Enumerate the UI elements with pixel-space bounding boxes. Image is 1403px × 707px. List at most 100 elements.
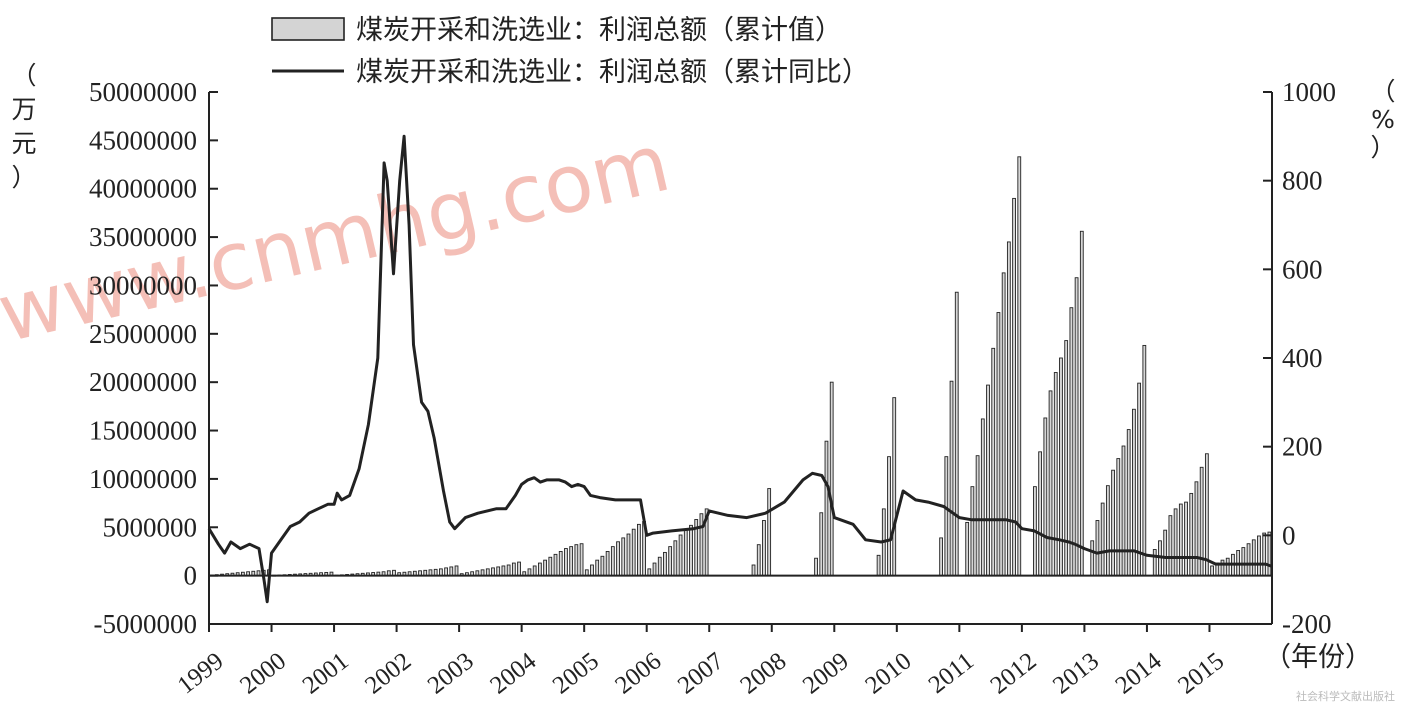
bar [454,565,459,577]
bar [767,488,772,577]
bar [814,557,818,577]
bar [564,548,568,577]
bar [1105,485,1110,577]
bar [532,565,537,577]
bar [892,397,897,577]
bar [1189,492,1194,577]
bar [548,556,553,577]
x-tick-label: 2015 [1173,647,1229,699]
bar [762,520,766,577]
bar [621,537,626,577]
y-left-tick-label: 35000000 [89,222,197,252]
bar [1017,156,1022,577]
bar [673,540,678,577]
bar [485,568,490,577]
bar [668,546,673,577]
x-tick-label: 2013 [1048,647,1104,699]
bar [678,534,683,577]
bar [1100,502,1105,577]
bar [1059,357,1063,577]
x-tick-label: 2011 [924,647,979,698]
y-left-tick-label: 30000000 [89,270,197,300]
x-tick-label: 2003 [423,647,479,699]
x-tick-label: 2002 [360,647,416,699]
bar [1116,458,1121,577]
y-left-tick-label: 10000000 [89,464,197,494]
y-left-tick-label: 0 [184,561,198,591]
y-right-tick-label: -200 [1282,609,1332,639]
bar [491,567,495,577]
publisher-footer: 社会科学文献出版社 [1296,689,1395,703]
y-right-label-part: （ [1370,77,1395,106]
bar [887,456,891,577]
bar [824,440,829,577]
x-tick-label: 2012 [986,647,1042,699]
bar [511,562,516,577]
y-right-tick-label: 800 [1282,166,1323,196]
x-tick-label: 2005 [548,647,604,699]
bar [1225,557,1230,577]
bar [569,546,574,577]
bar [1095,520,1100,577]
bar [751,564,756,577]
y-axis-right-label: （ % ） [1370,77,1395,162]
legend: 煤炭开采和洗选业：利润总额（累计值） 煤炭开采和洗选业：利润总额（累计同比） [271,15,869,88]
bar [1257,535,1261,577]
y-left-label-part: ） [11,163,36,192]
bar [1001,272,1006,577]
bar [954,291,959,577]
bar [590,564,594,577]
y-left-tick-label: 20000000 [89,367,197,397]
bar [965,521,970,577]
y-left-tick-label: 40000000 [89,174,197,204]
bar [944,456,949,577]
x-tick-label: 2010 [860,647,916,699]
bar [657,556,662,577]
bar [699,513,704,577]
x-axis-label: （年份） [1264,642,1372,673]
bar [1012,197,1016,577]
bar [1184,501,1188,577]
bar [527,568,532,577]
bar [631,528,636,577]
bar [819,512,824,577]
x-tick-label: 1999 [173,647,229,699]
bar [1074,277,1079,577]
bar [1079,230,1084,577]
bar [949,380,954,577]
bar [444,567,448,577]
bar [683,529,688,577]
bar [1168,515,1173,577]
bar [543,559,547,577]
bar [574,544,579,577]
legend-line-label: 煤炭开采和洗选业：利润总额（累计同比） [356,57,869,88]
y-right-label-part: % [1371,105,1395,134]
bar [517,561,521,577]
bar [980,418,985,577]
bar [1069,307,1074,577]
y-left-tick-label: 50000000 [89,77,197,107]
bar [501,565,506,577]
bar [689,524,693,577]
y-right-tick-label: 1000 [1282,77,1336,107]
bar [1173,508,1178,577]
bar [1246,543,1251,577]
y-left-label-part: 元 [11,129,36,158]
bar [1241,547,1246,577]
y-right-tick-label: 600 [1282,254,1323,284]
y-left-tick-label: 5000000 [103,512,198,542]
legend-bar-label: 煤炭开采和洗选业：利润总额（累计值） [356,15,842,46]
x-tick-label: 2014 [1111,647,1167,699]
bar [991,347,996,577]
bar [1121,445,1126,577]
bar [616,541,620,577]
bar [1204,453,1209,577]
x-tick-label: 2009 [798,647,854,699]
x-tick-label: 2004 [485,647,541,699]
bar [1111,469,1115,577]
bar [652,562,657,577]
x-tick-label: 2007 [673,647,729,699]
legend-bar-swatch [271,17,345,41]
bar [558,551,563,577]
bar [1038,451,1043,577]
